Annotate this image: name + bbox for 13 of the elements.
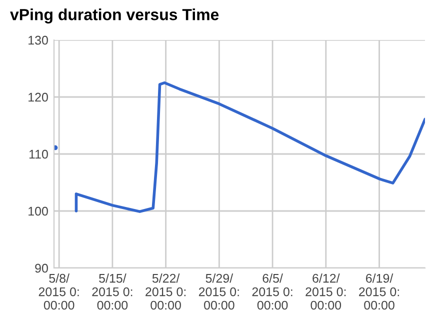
x-tick-label: 6/5/ 2015 0: 00:00 [252,274,292,310]
x-tick-label: 5/15/ 2015 0: 00:00 [92,274,132,310]
chart-title: vPing duration versus Time [10,8,219,24]
y-tick-label: 110 [29,150,48,159]
x-tick-label: 5/22/ 2015 0: 00:00 [146,274,186,310]
x-tick-label: 5/8/ 2015 0: 00:00 [38,274,79,310]
x-tick-label: 5/29/ 2015 0: 00:00 [198,274,239,310]
x-tick-label: 6/19/ 2015 0: 00:00 [359,274,399,310]
y-tick-label: 120 [28,92,48,102]
y-tick-label: 100 [28,206,48,216]
y-tick-label: 90 [35,264,48,273]
x-tick-label: 6/12/ 2015 0: 00:00 [306,274,346,310]
y-tick-label: 130 [28,36,48,45]
